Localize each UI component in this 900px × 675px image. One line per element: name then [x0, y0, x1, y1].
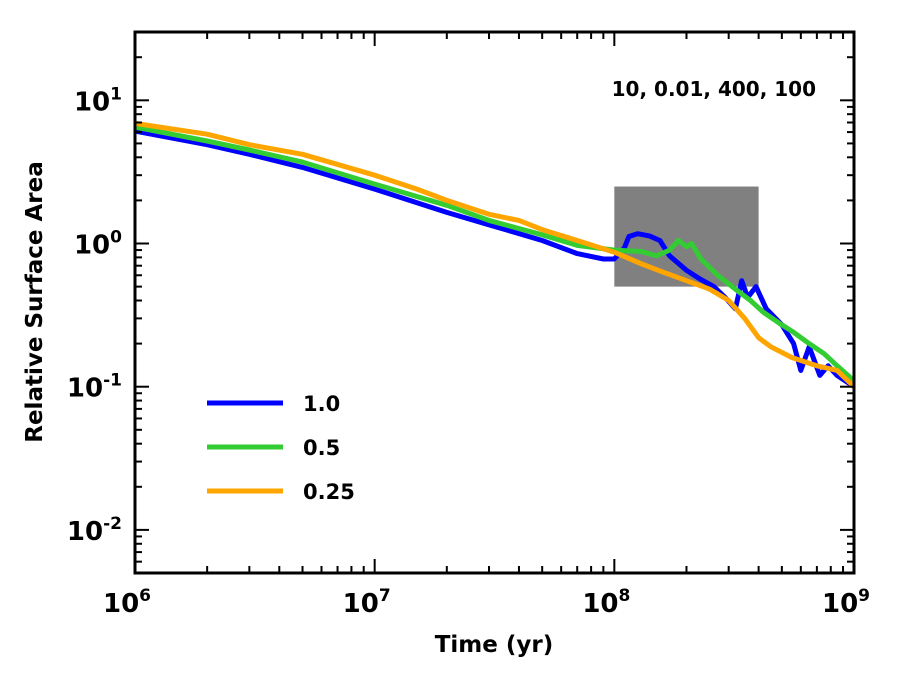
y-tick-label: 101	[74, 84, 122, 117]
legend: 1.0 0.5 0.25	[207, 392, 355, 504]
legend-label-0: 1.0	[303, 392, 340, 416]
x-tick-label: 108	[582, 586, 630, 619]
series-line-2	[135, 120, 854, 390]
x-axis-label: Time (yr)	[435, 632, 554, 658]
legend-label-2: 0.25	[303, 480, 355, 504]
x-tick-label: 107	[343, 586, 391, 619]
plot-frame	[133, 30, 856, 575]
y-axis-label: Relative Surface Area	[22, 161, 48, 443]
series-line-1	[135, 124, 854, 384]
legend-label-1: 0.5	[303, 436, 340, 460]
x-tick-label: 106	[103, 586, 151, 619]
tick-label-layer: 106 107 108 109 101 100 10-1 10-2	[67, 84, 870, 619]
y-tick-label: 100	[74, 228, 122, 261]
annotation-text: 10, 0.01, 400, 100	[612, 77, 816, 101]
x-tick-label: 109	[822, 586, 870, 619]
y-tick-label: 10-1	[67, 371, 122, 404]
series-layer	[135, 120, 854, 390]
y-tick-label: 10-2	[67, 514, 122, 547]
